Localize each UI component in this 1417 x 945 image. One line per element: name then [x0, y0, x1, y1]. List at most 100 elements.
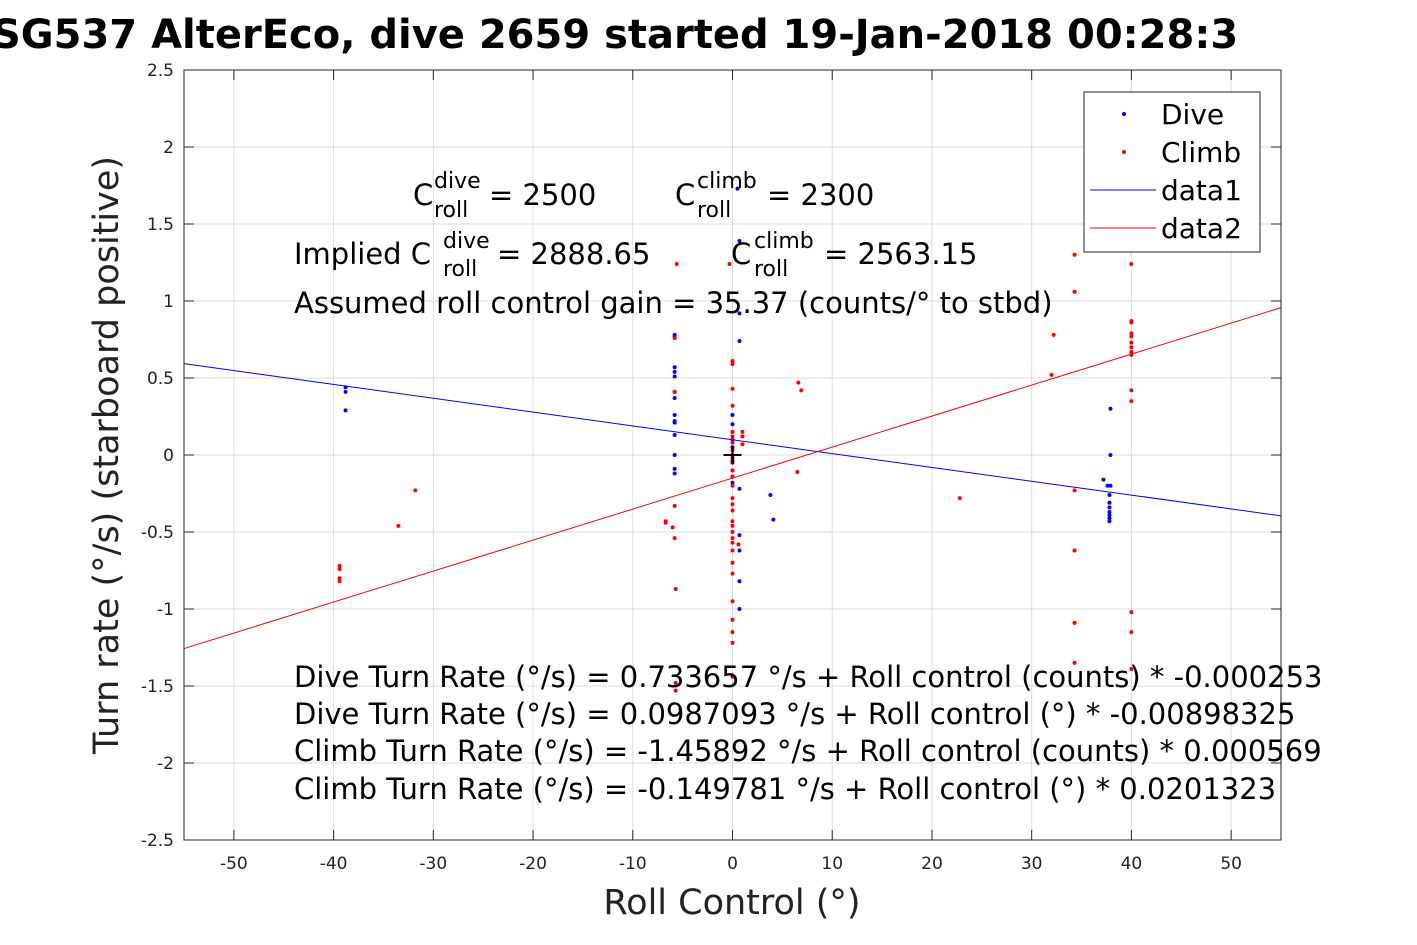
dive-point	[1108, 406, 1113, 411]
coefficient-annotation-1: C dive roll = 2500 C climb roll = 2300	[413, 169, 874, 223]
x-tick-label: -20	[519, 854, 547, 874]
climb-point	[730, 571, 735, 576]
implied-climb-sup: climb	[754, 229, 814, 254]
dive-point	[737, 311, 742, 316]
fit-equation-2: Dive Turn Rate (°/s) = 0.0987093 °/s + R…	[294, 697, 1295, 731]
dive-point	[737, 339, 742, 344]
center-marker	[723, 446, 742, 464]
x-tick-labels: -50 -40 -30 -20 -10 0 10 20 30 40 50	[220, 854, 1242, 874]
climb-point	[730, 548, 735, 553]
climb-point	[730, 617, 735, 622]
dive-point	[672, 453, 677, 457]
climb-point	[727, 262, 732, 267]
climb-point	[730, 468, 735, 473]
climb-point	[730, 530, 735, 534]
climb-point	[730, 359, 735, 364]
climb-point	[413, 488, 418, 493]
climb-point	[730, 434, 735, 439]
gain-annotation: Assumed roll control gain = 35.37 (count…	[294, 286, 1053, 320]
climb-point	[1129, 667, 1134, 672]
climb-point	[673, 586, 678, 591]
climb-point	[1129, 334, 1134, 339]
dive-point	[1105, 483, 1110, 488]
legend-box	[1083, 91, 1261, 253]
dive-point	[768, 493, 773, 498]
climb-point	[730, 440, 735, 445]
y-tick-label: -1.5	[141, 677, 174, 697]
dive-point	[730, 437, 735, 442]
climb-point	[1072, 548, 1077, 553]
dive-point	[1107, 519, 1112, 524]
climb-point	[730, 508, 735, 513]
dive-point	[672, 466, 677, 471]
y-tick-label: -2	[157, 754, 174, 774]
dive-point	[1107, 493, 1112, 498]
climb-point	[730, 560, 735, 565]
climb-point	[1129, 345, 1134, 350]
implied-dive-sup: dive	[443, 229, 490, 254]
climb-point	[730, 640, 735, 645]
x-tick-label: 30	[1021, 854, 1043, 874]
y-tick-labels: 2.5 2 1.5 1 0.5 0 -0.5 -1 -1.5 -2 -2.5	[141, 61, 174, 851]
fit-equation-4: Climb Turn Rate (°/s) = -0.149781 °/s + …	[294, 772, 1276, 806]
climb-point	[337, 566, 342, 571]
x-axis-label: Roll Control (°)	[603, 883, 860, 923]
dive-point	[737, 548, 742, 553]
dive-point	[737, 238, 742, 243]
dive-point	[1107, 505, 1112, 510]
dive-point	[343, 385, 348, 390]
y-tick-label: 0	[163, 446, 174, 466]
implied-climb-value: = 2563.15	[824, 237, 977, 271]
c-climb-symbol: C	[675, 178, 695, 212]
fit-equation-3: Climb Turn Rate (°/s) = -1.45892 °/s + R…	[294, 734, 1322, 768]
y-tick-label: -0.5	[141, 523, 174, 543]
dive-point	[343, 408, 348, 413]
climb-point	[730, 362, 735, 367]
climb-point	[1049, 372, 1054, 377]
climb-point	[1129, 630, 1134, 635]
climb-point	[1129, 610, 1134, 615]
implied-dive-sub: roll	[443, 257, 477, 282]
x-tick-label: -10	[619, 854, 647, 874]
climb-point	[663, 520, 668, 525]
climb-point	[1129, 320, 1134, 325]
climb-point	[673, 680, 678, 685]
dive-point	[343, 389, 348, 394]
c-climb-sub: roll	[697, 198, 731, 223]
fit-equation-1: Dive Turn Rate (°/s) = 0.733657 °/s + Ro…	[294, 660, 1322, 694]
dive-point	[1107, 516, 1112, 521]
implied-prefix: Implied C	[294, 237, 431, 271]
x-tick-label: 40	[1121, 854, 1143, 874]
climb-point	[1129, 352, 1134, 357]
y-tick-label: 1	[163, 292, 174, 312]
legend-label: data1	[1161, 174, 1242, 207]
climb-point	[1129, 388, 1134, 393]
legend: Dive Climb data1 data2	[1083, 91, 1261, 253]
climb-point	[337, 563, 342, 568]
climb-point	[1129, 349, 1134, 354]
dive-point	[1108, 483, 1113, 488]
climb-point	[672, 389, 677, 394]
implied-climb-symbol: C	[731, 237, 751, 271]
climb-point	[740, 442, 745, 447]
dive-point	[672, 374, 677, 379]
climb-point	[674, 262, 679, 267]
y-tick-label: 2	[163, 138, 174, 158]
dive-point	[1108, 453, 1113, 457]
x-tick-label: 10	[821, 854, 843, 874]
dive-point	[730, 412, 735, 417]
legend-label: Climb	[1161, 136, 1241, 169]
c-dive-sup: dive	[434, 169, 481, 194]
implied-dive-value: = 2888.65	[497, 237, 650, 271]
climb-point	[670, 525, 675, 530]
climb-point	[672, 335, 677, 340]
climb-point	[1129, 262, 1134, 267]
climb-point	[736, 542, 741, 547]
climb-point	[730, 502, 735, 507]
y-tick-label: 0.5	[147, 369, 174, 389]
y-axis-label: Turn rate (°/s) (starboard positive)	[87, 156, 127, 755]
x-tick-label: 50	[1220, 854, 1242, 874]
climb-point	[1072, 488, 1077, 493]
climb-point	[1072, 620, 1077, 625]
climb-point	[730, 483, 735, 488]
